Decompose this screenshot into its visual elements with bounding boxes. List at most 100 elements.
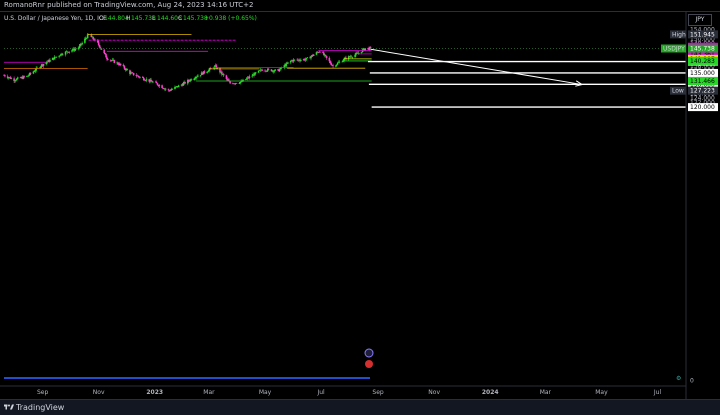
- price-tag: [688, 49, 718, 58]
- candle-body: [252, 74, 254, 76]
- currency-button[interactable]: JPY: [688, 14, 712, 26]
- chart-legend: U.S. Dollar / Japanese Yen, 1D, ICE O 14…: [4, 15, 257, 22]
- candle-body: [45, 62, 48, 65]
- candle-body: [27, 75, 29, 77]
- candle-body: [226, 78, 229, 80]
- candle-body: [119, 63, 121, 66]
- candle-body: [162, 88, 164, 89]
- candle-body: [154, 81, 157, 83]
- candle-body: [138, 76, 140, 78]
- marker-value-box: [688, 30, 718, 39]
- candle-body: [331, 64, 333, 66]
- candle-body: [283, 65, 286, 68]
- candle-body: [47, 60, 49, 62]
- candle-body: [182, 83, 185, 86]
- price-tag: [688, 56, 718, 65]
- candle-body: [136, 75, 139, 77]
- candle-body: [28, 75, 30, 76]
- candle-body: [16, 77, 19, 79]
- candle-body: [264, 70, 266, 72]
- candle-body: [302, 59, 305, 60]
- price-tag-label: 143.361: [690, 51, 715, 58]
- candle-body: [292, 59, 295, 62]
- candle-body: [221, 74, 224, 75]
- candle-body: [14, 80, 16, 82]
- candle-body: [158, 85, 161, 87]
- candle-body: [306, 57, 309, 59]
- candle-body: [259, 69, 262, 71]
- candle-body: [155, 81, 158, 84]
- time-tick-label: May: [259, 389, 272, 396]
- candle-body: [26, 75, 28, 77]
- candle-body: [180, 84, 183, 86]
- candle-body: [251, 75, 253, 77]
- event-flag-icon[interactable]: [365, 360, 373, 368]
- candle-body: [239, 82, 242, 84]
- candle-body: [49, 59, 51, 62]
- chart-icons[interactable]: ⚙: [4, 348, 681, 382]
- candle-body: [187, 80, 189, 84]
- candle-body: [130, 72, 133, 74]
- ohlc-l-label: L: [152, 15, 156, 22]
- candle-body: [62, 54, 64, 56]
- candle-body: [272, 70, 275, 72]
- time-tick-label: Mar: [203, 389, 215, 396]
- candle-body: [79, 44, 82, 46]
- candle-body: [33, 71, 36, 72]
- marker-name-label: Low: [672, 88, 684, 95]
- candle-body: [216, 67, 219, 69]
- ohlc-c-label: C: [178, 15, 182, 22]
- candle-body: [86, 34, 89, 39]
- candle-body: [132, 73, 135, 76]
- candle-body: [227, 79, 230, 81]
- ohlc-open: 144.804: [104, 15, 129, 22]
- candle-body: [3, 75, 5, 76]
- candle-body: [130, 72, 132, 74]
- drawn-lines: [4, 34, 686, 108]
- candle-body: [332, 65, 334, 67]
- candle-body: [316, 52, 319, 53]
- candle-body: [287, 62, 289, 64]
- candle-body: [311, 55, 313, 57]
- candle-body: [347, 56, 350, 60]
- candle-body: [208, 69, 210, 72]
- settings-icon[interactable]: ⚙: [676, 375, 681, 382]
- price-axis: 154.000152.000150.000148.000146.000144.0…: [661, 12, 720, 399]
- candle-body: [40, 64, 43, 67]
- candle-body: [111, 59, 114, 61]
- candle-body: [343, 58, 345, 61]
- candle-body: [124, 68, 127, 70]
- candle-body: [53, 56, 56, 60]
- candle-body: [277, 69, 279, 70]
- target-price-tag: [688, 68, 718, 77]
- time-tick-label: 2024: [482, 389, 499, 396]
- candle-body: [233, 83, 236, 85]
- candle-body: [266, 68, 269, 71]
- candle-body: [210, 68, 212, 69]
- candle-body: [267, 68, 270, 70]
- candle-body: [28, 72, 31, 76]
- candle-body: [235, 83, 238, 84]
- candle-body: [73, 48, 75, 51]
- candle-body: [193, 78, 196, 81]
- candle-body: [126, 69, 128, 71]
- dividend-icon[interactable]: [364, 348, 374, 358]
- candle-body: [206, 71, 208, 73]
- candle-body: [234, 83, 237, 84]
- time-axis: Sep Nov 2023 Mar May Jul Sep Nov 2024 Mar May Jul: [0, 385, 686, 396]
- candle-body: [98, 45, 101, 48]
- candle-body: [284, 65, 287, 67]
- candle-body: [298, 59, 300, 61]
- candle-body: [225, 75, 228, 79]
- target-price-tag-label: 120.000: [690, 104, 715, 111]
- price-chart[interactable]: 154.000152.000150.000148.000146.000144.0…: [0, 12, 720, 399]
- candle-body: [360, 52, 363, 54]
- candle-body: [297, 59, 299, 61]
- time-tick-label: 2023: [146, 389, 163, 396]
- ohlc-low: 144.606: [157, 15, 182, 22]
- candle-body: [279, 67, 282, 70]
- candle-body: [39, 66, 42, 68]
- candle-body: [329, 61, 332, 64]
- brand-label: TradingView: [16, 403, 65, 412]
- candle-body: [145, 79, 148, 81]
